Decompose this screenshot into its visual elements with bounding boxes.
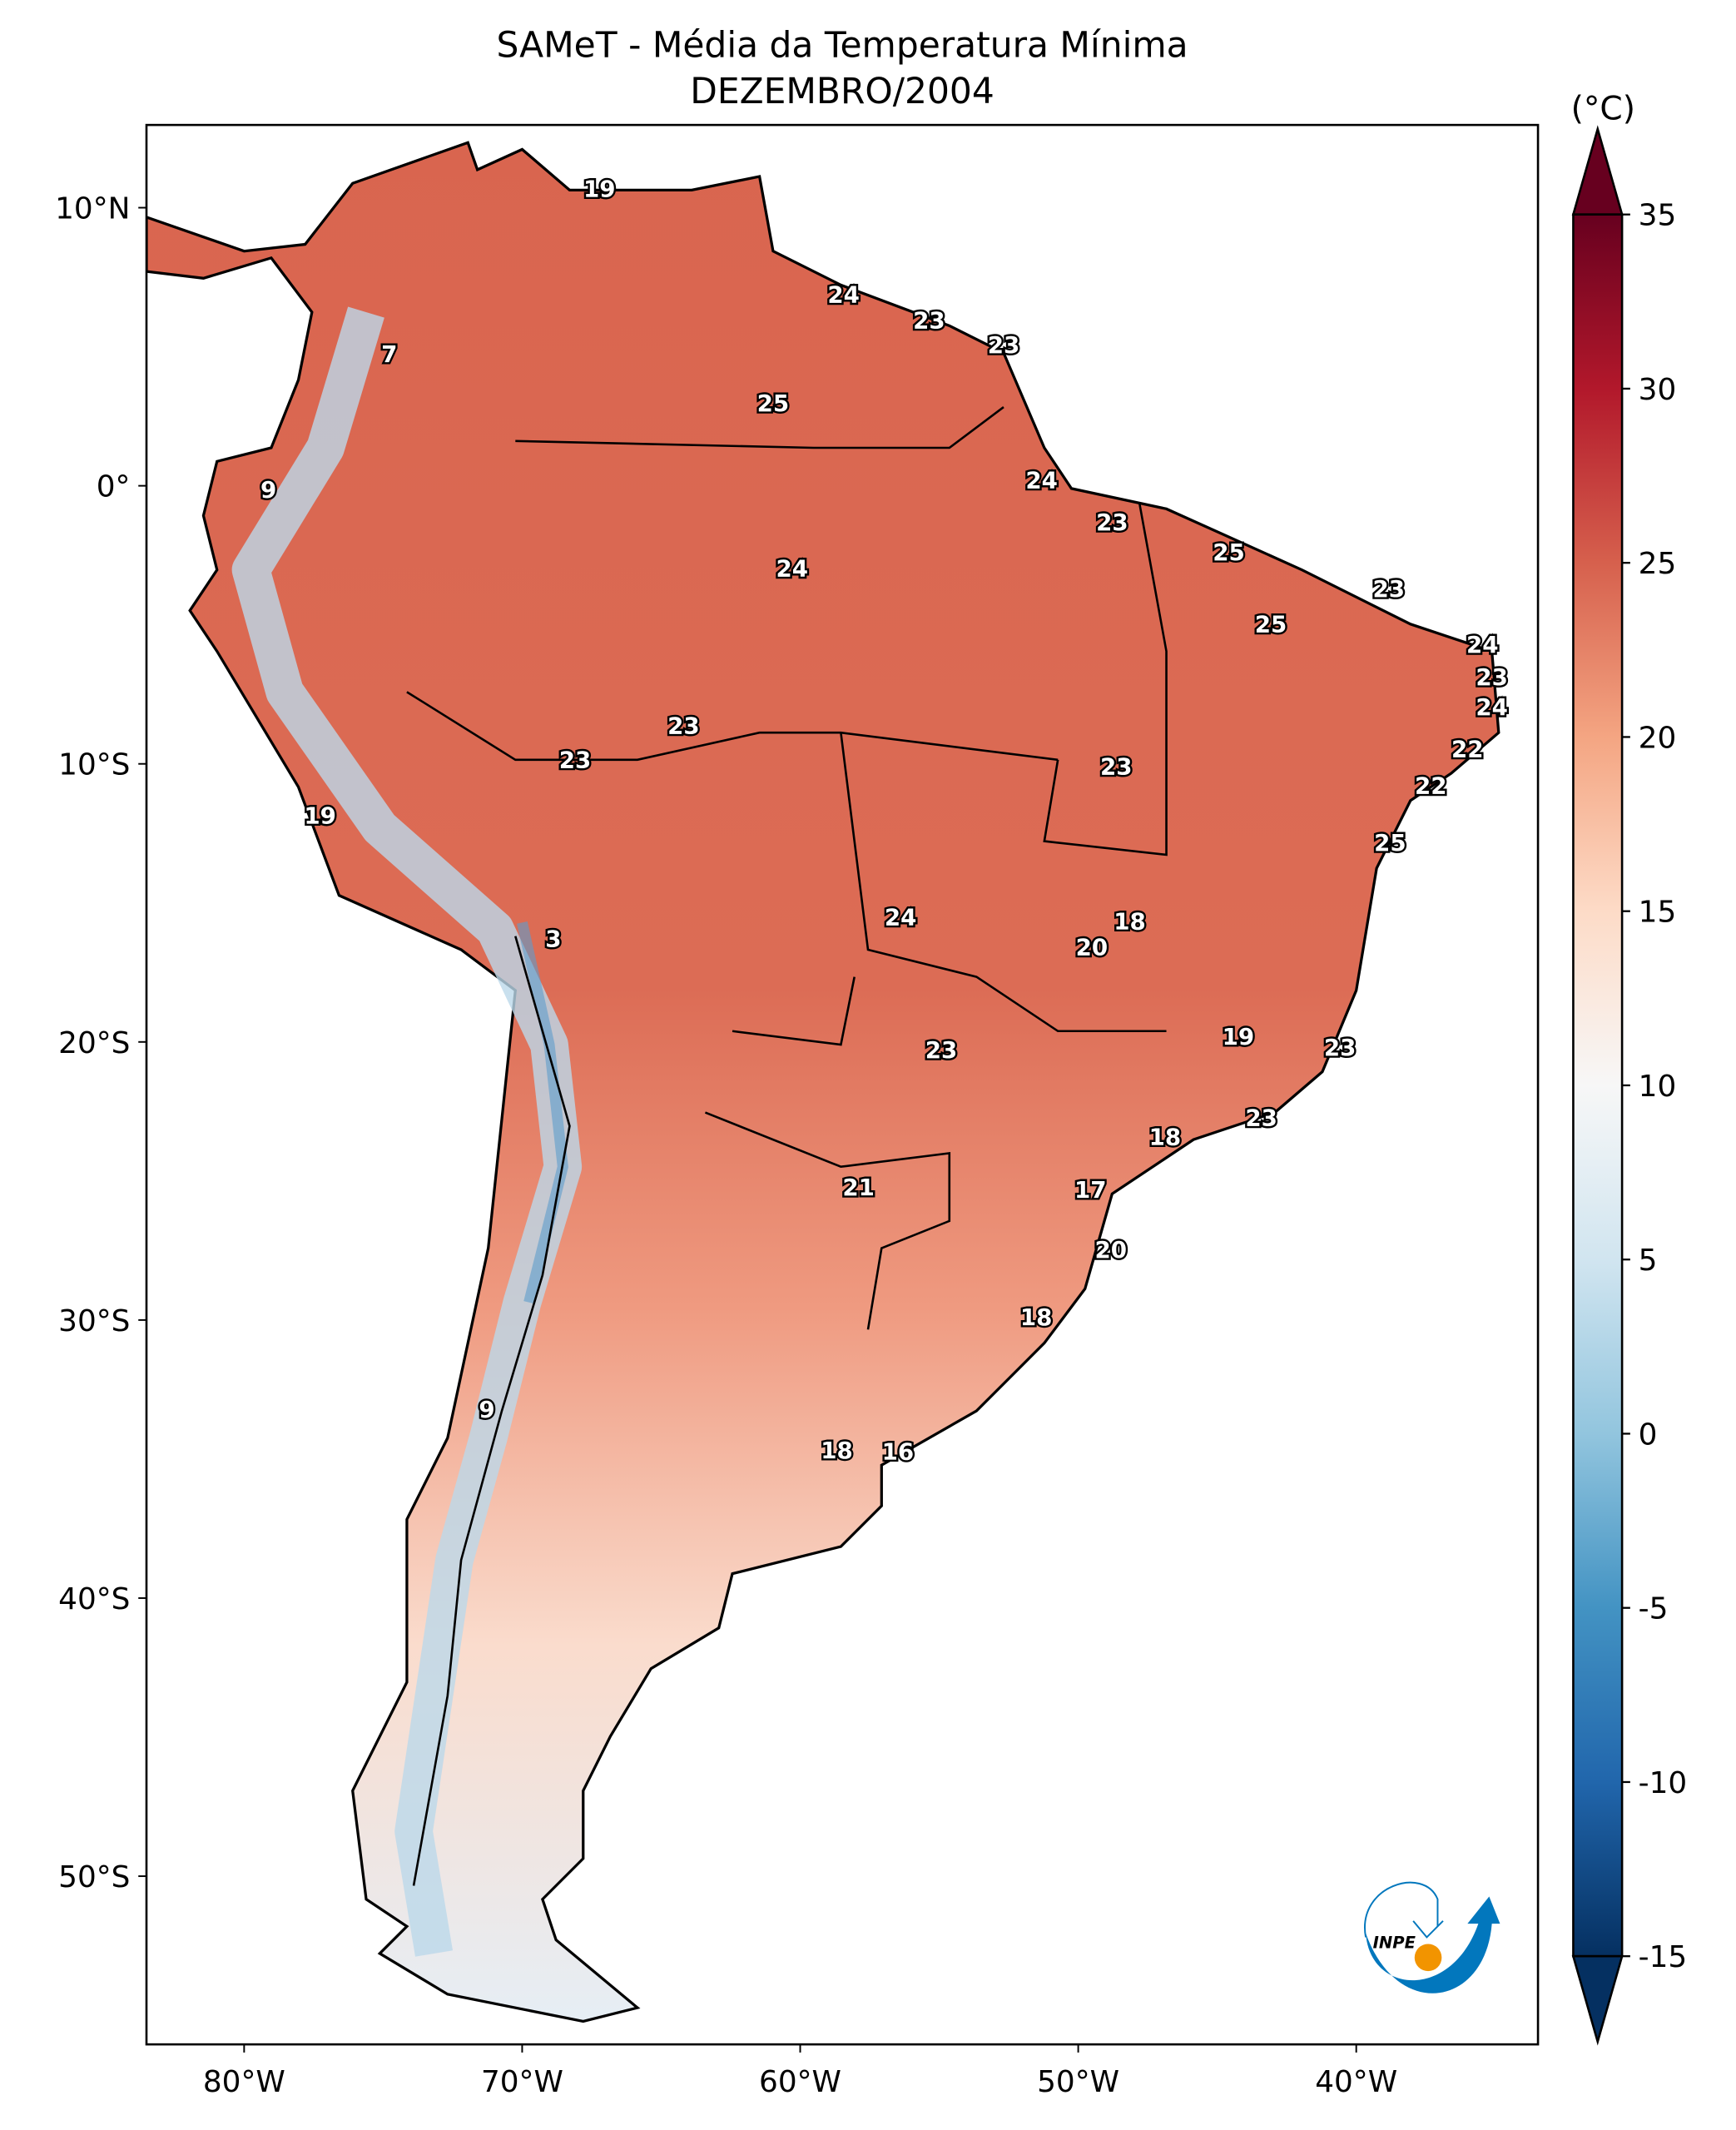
lat-tick-label: 40°S bbox=[58, 1582, 130, 1616]
temperature-label: 23 bbox=[1096, 509, 1128, 536]
temperature-label: 20 bbox=[1094, 1236, 1127, 1264]
logo-arrow-head bbox=[1412, 1920, 1444, 1939]
temperature-label: 25 bbox=[757, 390, 790, 417]
latitude-ticks: 10°N 0° 10°S 20°S 30°S 40°S 50°S bbox=[55, 192, 147, 1894]
south-america-land bbox=[146, 141, 1500, 2023]
temperature-label: 7 bbox=[381, 340, 397, 368]
colorbar-tick-label: 10 bbox=[1639, 1070, 1677, 1104]
temperature-label: 19 bbox=[583, 175, 616, 202]
colorbar-tick-label: 25 bbox=[1639, 547, 1677, 581]
temperature-label: 25 bbox=[1213, 539, 1245, 566]
colorbar-tick-label: 5 bbox=[1639, 1244, 1658, 1278]
temperature-label: 9 bbox=[260, 476, 276, 504]
map-subtitle: DEZEMBRO/2004 bbox=[690, 71, 994, 112]
temperature-label: 23 bbox=[667, 712, 700, 740]
inpe-logo: INPE bbox=[1364, 1881, 1500, 1993]
colorbar-extend-top bbox=[1571, 125, 1624, 216]
temperature-label: 24 bbox=[1025, 467, 1058, 494]
colorbar-tick-label: 20 bbox=[1639, 721, 1677, 755]
colorbar: (°C) 35 30 25 20 15 10 5 0 -5 -10 -15 bbox=[1571, 91, 1688, 2046]
temperature-label: 21 bbox=[842, 1174, 875, 1201]
temperature-label: 24 bbox=[1476, 693, 1508, 721]
temperature-label: 19 bbox=[304, 802, 336, 829]
colorbar-unit-label: (°C) bbox=[1571, 91, 1635, 128]
longitude-ticks: 80°W 70°W 60°W 50°W 40°W bbox=[203, 2044, 1397, 2099]
temperature-label: 23 bbox=[988, 331, 1020, 359]
temperature-label: 23 bbox=[1100, 753, 1133, 781]
colorbar-tick-label: -5 bbox=[1639, 1592, 1669, 1626]
temperature-label: 18 bbox=[1114, 907, 1146, 935]
temperature-label: 23 bbox=[925, 1036, 958, 1064]
lon-tick-label: 80°W bbox=[203, 2065, 285, 2099]
lat-tick-label: 10°N bbox=[55, 192, 130, 226]
temperature-label: 18 bbox=[821, 1437, 853, 1464]
colorbar-tick-label: 15 bbox=[1639, 896, 1677, 930]
temperature-label: 24 bbox=[827, 281, 860, 308]
lat-tick-label: 50°S bbox=[58, 1860, 130, 1894]
map-area bbox=[146, 141, 1500, 2023]
colorbar-tick-label: 30 bbox=[1639, 373, 1677, 407]
lat-tick-label: 0° bbox=[97, 470, 131, 504]
logo-arc bbox=[1366, 1896, 1500, 1993]
colorbar-tick-label: -10 bbox=[1639, 1766, 1688, 1800]
temperature-label: 23 bbox=[1373, 575, 1406, 603]
temperature-label: 23 bbox=[1245, 1105, 1277, 1132]
lat-tick-label: 10°S bbox=[58, 748, 130, 782]
lon-tick-label: 70°W bbox=[481, 2065, 563, 2099]
temperature-label: 25 bbox=[1374, 829, 1406, 856]
temperature-label: 23 bbox=[1476, 663, 1508, 691]
colorbar-extend-bottom bbox=[1571, 1954, 1624, 2046]
map-title: SAMeT - Média da Temperatura Mínima bbox=[496, 25, 1188, 66]
colorbar-tick-label: -15 bbox=[1639, 1940, 1688, 1974]
andes-core bbox=[517, 921, 568, 1304]
lat-tick-label: 30°S bbox=[58, 1304, 130, 1338]
logo-thin-arc bbox=[1364, 1881, 1439, 1938]
lon-tick-label: 40°W bbox=[1315, 2065, 1397, 2099]
temperature-label: 3 bbox=[545, 926, 561, 953]
temperature-label: 20 bbox=[1076, 933, 1109, 961]
lat-tick-label: 20°S bbox=[58, 1026, 130, 1060]
temperature-label: 9 bbox=[479, 1396, 494, 1423]
temperature-label: 23 bbox=[913, 306, 945, 334]
temperature-label: 18 bbox=[1020, 1303, 1053, 1331]
logo-dot bbox=[1414, 1944, 1442, 1972]
temperature-label: 22 bbox=[1451, 735, 1484, 762]
temperature-label: 23 bbox=[1324, 1034, 1357, 1061]
lon-tick-label: 60°W bbox=[759, 2065, 841, 2099]
temperature-label: 24 bbox=[885, 903, 917, 931]
temperature-label: 18 bbox=[1149, 1124, 1182, 1151]
temperature-label: 24 bbox=[1466, 631, 1499, 658]
colorbar-ticks: 35 30 25 20 15 10 5 0 -5 -10 -15 bbox=[1622, 199, 1688, 1974]
temperature-label: 19 bbox=[1223, 1023, 1255, 1050]
colorbar-bar bbox=[1572, 213, 1624, 1958]
temperature-label: 24 bbox=[776, 555, 808, 583]
colorbar-tick-label: 35 bbox=[1639, 199, 1677, 233]
colorbar-tick-label: 0 bbox=[1639, 1418, 1658, 1452]
temperature-label: 23 bbox=[559, 746, 592, 773]
temperature-label: 22 bbox=[1415, 772, 1447, 799]
lon-tick-label: 50°W bbox=[1037, 2065, 1119, 2099]
temperature-label: 16 bbox=[882, 1438, 915, 1466]
temperature-label: 25 bbox=[1255, 610, 1287, 638]
borders bbox=[406, 406, 1168, 1886]
temperature-label: 17 bbox=[1074, 1176, 1107, 1204]
logo-text: INPE bbox=[1373, 1933, 1416, 1952]
map-frame bbox=[145, 123, 1540, 2046]
